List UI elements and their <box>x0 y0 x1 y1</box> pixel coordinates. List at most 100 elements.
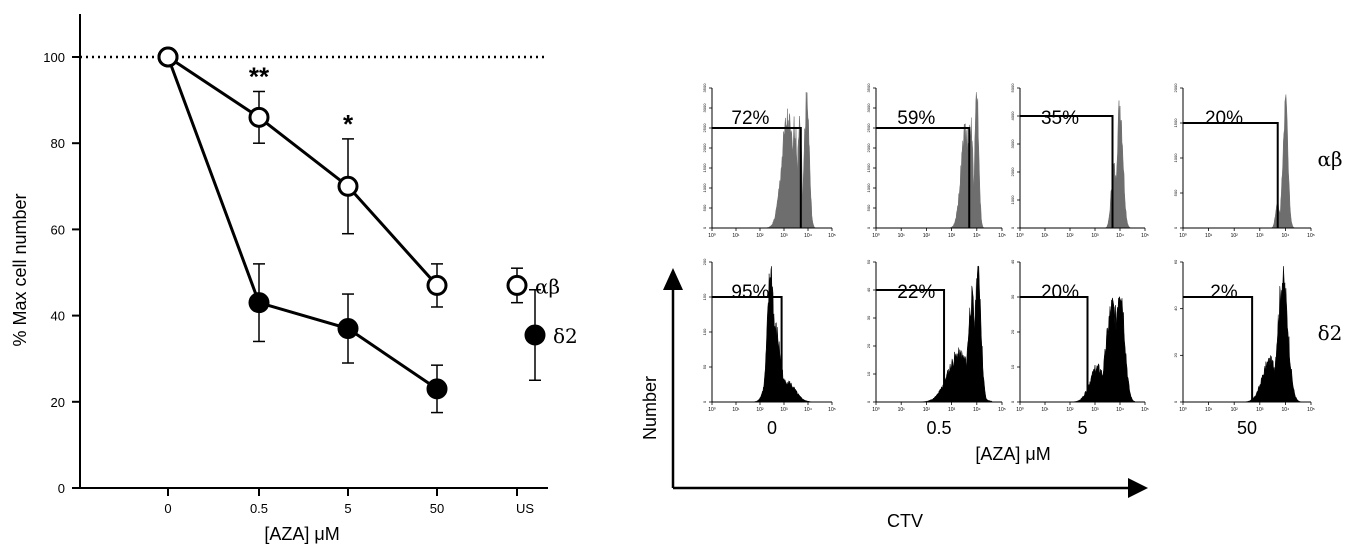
panel-x-tick-label: 10¹ <box>1205 407 1213 413</box>
panel-y-tick-label: 0 <box>1173 400 1178 403</box>
data-point <box>337 175 359 197</box>
number-arrow-head <box>663 268 683 290</box>
gate-percent: 95% <box>731 282 769 303</box>
us-point <box>506 274 528 296</box>
panel-x-tick-label: 10² <box>756 233 764 239</box>
panel-y-tick-label: 0 <box>702 400 707 403</box>
panel-x-tick-label: 10¹ <box>898 407 906 413</box>
panel-x-tick-label: 10⁰ <box>872 407 880 413</box>
panel-y-tick-label: 3000 <box>702 103 707 113</box>
x-axis-label: [AZA] μM <box>264 524 339 544</box>
panel-y-tick-label: 1000 <box>702 183 707 193</box>
panel-x-tick-label: 10³ <box>948 407 956 413</box>
panel-x-tick-label: 10⁴ <box>804 407 812 413</box>
panel-x-tick-label: 10⁵ <box>998 407 1006 413</box>
data-point <box>426 274 448 296</box>
y-tick-label: 60 <box>51 222 65 237</box>
y-axis-label: % Max cell number <box>10 193 30 346</box>
gate-percent: 20% <box>1205 108 1243 129</box>
histogram-panel: 0 1000 2000 3000 4000 5000 10⁰ 10¹ 10² 10³ 10⁴ 10⁵ 3… <box>1010 83 1149 239</box>
panel-y-tick-label: 3500 <box>866 83 871 93</box>
y-tick-label: 20 <box>51 395 65 410</box>
panel-x-tick-label: 10³ <box>1091 233 1099 239</box>
column-label: 5 <box>1077 418 1087 438</box>
panel-y-tick-label: 1000 <box>866 183 871 193</box>
gate <box>876 127 971 228</box>
panel-y-tick-label: 2000 <box>702 143 707 153</box>
histogram-panel: 0 500 1000 1500 2000 10⁰ 10¹ 10² 10³ 10⁴ 10⁵ 20% <box>1173 83 1315 239</box>
panel-y-tick-label: 40 <box>1010 259 1015 264</box>
row-label: δ2 <box>1318 321 1343 345</box>
panel-y-tick-label: 2000 <box>1173 83 1178 93</box>
panel-x-tick-label: 10⁴ <box>1116 407 1124 413</box>
panel-y-tick-label: 3000 <box>866 103 871 113</box>
panel-x-tick-label: 10⁴ <box>1282 233 1290 239</box>
panel-y-tick-label: 5000 <box>1010 83 1015 93</box>
panel-y-tick-label: 500 <box>702 204 707 211</box>
x-tick-label: 0.5 <box>250 501 268 516</box>
panel-x-tick-label: 10² <box>1231 233 1239 239</box>
us-point <box>524 324 546 346</box>
panel-x-tick-label: 10⁰ <box>708 233 716 239</box>
gate-percent: 22% <box>897 282 935 303</box>
panel-x-tick-label: 10³ <box>1256 407 1264 413</box>
panel-y-tick-label: 20 <box>1173 352 1178 357</box>
panel-x-tick-label: 10⁰ <box>1016 407 1024 413</box>
series-delta2 <box>157 46 448 414</box>
panel-y-tick-label: 150 <box>702 293 707 300</box>
panel-y-tick-label: 1500 <box>866 163 871 173</box>
panel-x-tick-label: 10⁵ <box>828 407 836 413</box>
panel-y-tick-label: 100 <box>702 328 707 335</box>
gate-percent: 20% <box>1041 282 1079 303</box>
gate <box>712 127 802 228</box>
legend-label: δ2 <box>553 324 578 348</box>
panel-x-tick-label: 10³ <box>948 233 956 239</box>
panel-y-tick-label: 3500 <box>702 83 707 93</box>
panel-y-tick-label: 50 <box>866 259 871 264</box>
gate-percent: 72% <box>731 108 769 129</box>
data-point <box>248 106 270 128</box>
panel-x-tick-label: 10⁴ <box>804 233 812 239</box>
panel-y-tick-label: 0 <box>1173 226 1178 229</box>
histogram-panel: 0 10 20 30 40 50 10⁰ 10¹ 10² 10³ 10⁴ 10⁵ 22% <box>866 259 1006 413</box>
panel-y-tick-label: 10 <box>866 371 871 376</box>
panel-x-tick-label: 10⁰ <box>872 233 880 239</box>
panel-y-tick-label: 1500 <box>702 163 707 173</box>
panel-y-tick-label: 0 <box>866 400 871 403</box>
gate <box>1183 296 1254 402</box>
panel-x-tick-label: 10⁴ <box>1282 407 1290 413</box>
panel-y-tick-label: 60 <box>1173 259 1178 264</box>
data-point <box>426 378 448 400</box>
panel-y-tick-label: 20 <box>1010 329 1015 334</box>
histogram-panel: 0 20 40 60 10⁰ 10¹ 10² 10³ 10⁴ 10⁵ 2% <box>1173 259 1315 413</box>
panel-x-tick-label: 10⁰ <box>708 407 716 413</box>
panel-x-tick-label: 10⁴ <box>973 233 981 239</box>
histogram-panel: 0 10 20 30 40 10⁰ 10¹ 10² 10³ 10⁴ 10⁵ 20% <box>1010 259 1149 413</box>
panel-x-tick-label: 10¹ <box>1205 233 1213 239</box>
panel-y-tick-label: 0 <box>1010 226 1015 229</box>
panel-x-tick-label: 10² <box>923 233 931 239</box>
panel-x-tick-label: 10² <box>1066 407 1074 413</box>
panel-x-tick-label: 10⁰ <box>1016 233 1024 239</box>
panel-x-tick-label: 10¹ <box>898 233 906 239</box>
panel-y-tick-label: 2500 <box>866 123 871 133</box>
panel-y-tick-label: 0 <box>702 226 707 229</box>
gate <box>876 289 946 402</box>
gate <box>1020 115 1114 228</box>
panel-y-tick-label: 1500 <box>1173 118 1178 128</box>
panel-x-tick-label: 10⁵ <box>998 233 1006 239</box>
panel-x-tick-label: 10⁴ <box>1116 233 1124 239</box>
legend-label: αβ <box>535 274 560 298</box>
panel-x-tick-label: 10¹ <box>1041 233 1049 239</box>
panel-x-tick-label: 10² <box>1231 407 1239 413</box>
data-point <box>157 46 179 68</box>
histogram-panel: 0 50 100 150 200 10⁰ 10¹ 10² 10³ 10⁴ 10⁵ 95% <box>702 258 836 413</box>
gate <box>712 296 783 402</box>
panel-y-tick-label: 30 <box>1010 294 1015 299</box>
series-line <box>166 56 438 391</box>
panel-y-tick-label: 10 <box>1010 364 1015 369</box>
panel-x-tick-label: 10⁵ <box>828 233 836 239</box>
panel-y-tick-label: 0 <box>1010 400 1015 403</box>
